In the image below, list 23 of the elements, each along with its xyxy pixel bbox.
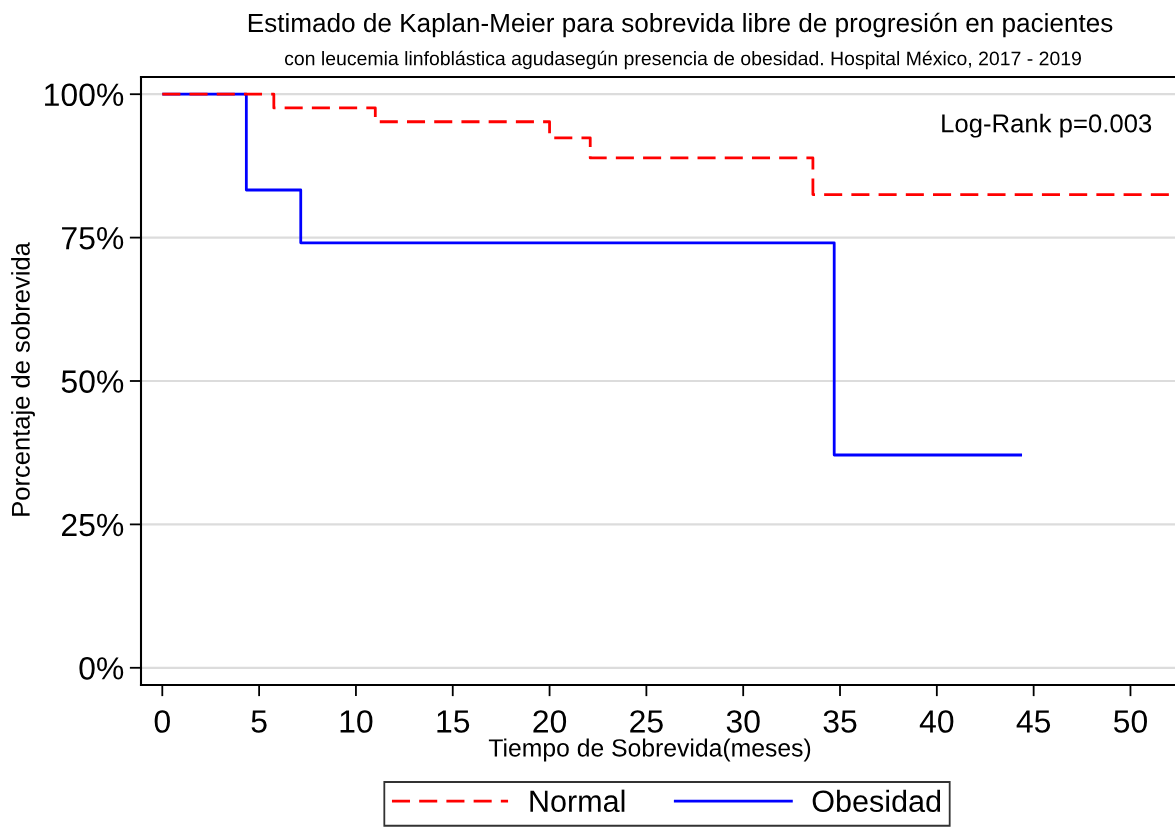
y-tick-label: 75% xyxy=(62,227,124,250)
x-tick-label: 35 xyxy=(823,710,857,733)
y-tick-label: 25% xyxy=(62,513,124,537)
y-tick-label: 0% xyxy=(79,657,124,680)
y-tick-label: 100% xyxy=(45,83,124,107)
x-tick-label: 50 xyxy=(1113,710,1147,733)
x-tick-label: 10 xyxy=(340,710,373,733)
y-axis-title: Porcentaje de sobrevida xyxy=(11,242,35,516)
legend-label: Obesidad xyxy=(812,789,941,813)
x-tick-label: 5 xyxy=(251,710,267,733)
chart-subtitle: con leucemia linfoblástica agudasegún presencia de obesidad. Hospital México, 2017 - 2019 xyxy=(284,50,1081,70)
x-tick-label: 0 xyxy=(154,710,170,733)
chart-title: Estimado de Kaplan-Meier para sobrevida libre de progresión en pacientes xyxy=(248,12,1113,38)
x-tick-label: 15 xyxy=(437,710,470,733)
x-tick-label: 25 xyxy=(630,710,663,733)
x-axis-title: Tiempo de Sobrevida(meses) xyxy=(488,738,811,762)
x-tick-label: 30 xyxy=(726,710,760,733)
y-tick-label: 50% xyxy=(61,370,124,393)
annotation: Log-Rank p=0.003 xyxy=(942,113,1152,138)
legend-label: Normal xyxy=(530,789,625,813)
x-tick-label: 40 xyxy=(919,710,954,733)
x-tick-label: 45 xyxy=(1016,710,1051,733)
x-tick-label: 20 xyxy=(533,710,567,733)
